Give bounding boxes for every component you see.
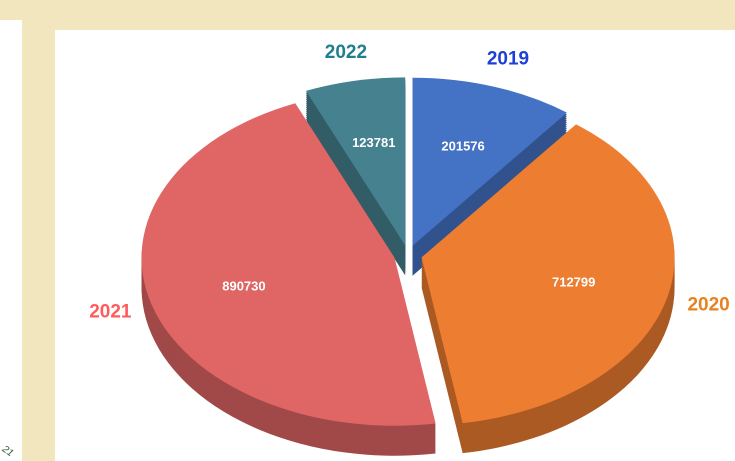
data-label: 712799 — [552, 274, 595, 289]
data-label: 890730 — [222, 278, 265, 293]
slice — [305, 77, 406, 246]
slice — [412, 77, 567, 246]
slice — [421, 124, 675, 424]
category-label: 2020 — [687, 294, 729, 315]
side-note: 21 — [0, 443, 16, 460]
category-label: 2021 — [89, 302, 132, 323]
category-label: 2022 — [325, 42, 367, 63]
data-label: 123781 — [352, 135, 395, 150]
left-panel: 21 — [0, 20, 22, 461]
slice — [141, 103, 436, 426]
chart: 201576 2019 712799 2020 890730 2021 123781 2022 — [55, 30, 735, 461]
category-label: 2019 — [487, 49, 529, 70]
data-label: 201576 — [441, 139, 484, 154]
